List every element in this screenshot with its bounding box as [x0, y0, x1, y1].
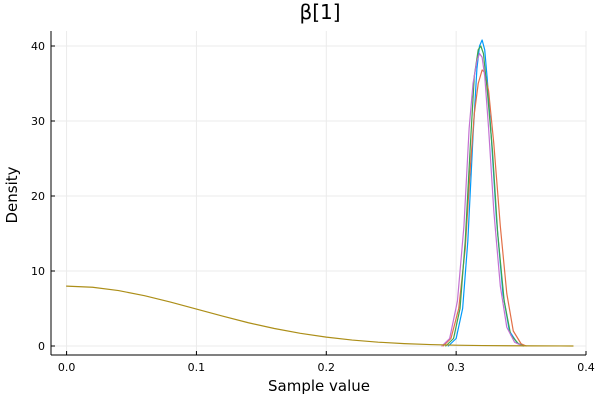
x-axis-title: Sample value	[268, 377, 370, 395]
tick-labels: 0.0 0.1 0.2 0.3 0.4 0 10 20 30 40	[31, 40, 595, 374]
series-layer	[65, 39, 574, 347]
x-tick-label: 0.1	[188, 361, 206, 374]
density-series-line	[445, 45, 525, 347]
grid-lines	[51, 31, 587, 355]
y-tick-label: 10	[31, 265, 45, 278]
x-tick-label: 0.4	[577, 361, 595, 374]
axes	[50, 31, 586, 356]
density-series-line	[441, 52, 523, 347]
y-tick-label: 30	[31, 115, 45, 128]
density-series-line	[442, 69, 527, 347]
y-axis-title: Density	[3, 166, 21, 223]
density-series-line	[65, 285, 574, 347]
y-tick-label: 0	[38, 340, 45, 353]
chart-title: β[1]	[299, 0, 340, 24]
x-tick-label: 0.2	[318, 361, 336, 374]
x-tick-label: 0.3	[447, 361, 465, 374]
y-tick-label: 40	[31, 40, 45, 53]
y-tick-label: 20	[31, 190, 45, 203]
x-tick-label: 0.0	[58, 361, 76, 374]
